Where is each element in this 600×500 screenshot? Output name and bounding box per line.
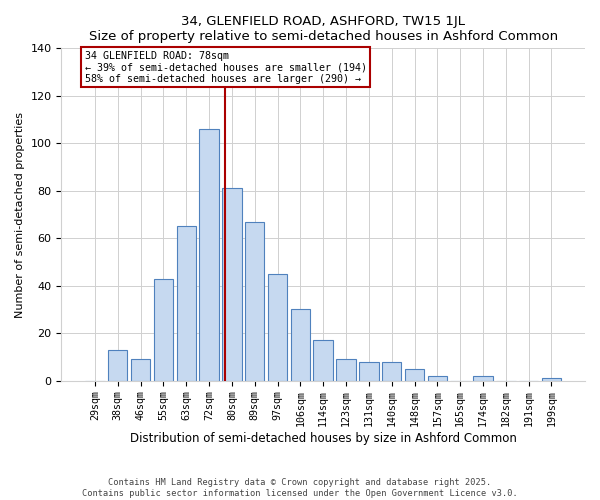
Text: Contains HM Land Registry data © Crown copyright and database right 2025.
Contai: Contains HM Land Registry data © Crown c… <box>82 478 518 498</box>
Bar <box>405 369 424 380</box>
Bar <box>542 378 561 380</box>
Bar <box>199 129 219 380</box>
Bar <box>337 360 356 380</box>
X-axis label: Distribution of semi-detached houses by size in Ashford Common: Distribution of semi-detached houses by … <box>130 432 517 445</box>
Bar <box>359 362 379 380</box>
Bar <box>154 278 173 380</box>
Text: 34 GLENFIELD ROAD: 78sqm
← 39% of semi-detached houses are smaller (194)
58% of : 34 GLENFIELD ROAD: 78sqm ← 39% of semi-d… <box>85 50 367 84</box>
Bar <box>382 362 401 380</box>
Bar <box>176 226 196 380</box>
Y-axis label: Number of semi-detached properties: Number of semi-detached properties <box>15 112 25 318</box>
Bar <box>268 274 287 380</box>
Bar <box>313 340 333 380</box>
Title: 34, GLENFIELD ROAD, ASHFORD, TW15 1JL
Size of property relative to semi-detached: 34, GLENFIELD ROAD, ASHFORD, TW15 1JL Si… <box>89 15 558 43</box>
Bar <box>290 310 310 380</box>
Bar <box>222 188 242 380</box>
Bar <box>473 376 493 380</box>
Bar <box>245 222 265 380</box>
Bar <box>131 360 150 380</box>
Bar <box>428 376 447 380</box>
Bar <box>108 350 127 380</box>
